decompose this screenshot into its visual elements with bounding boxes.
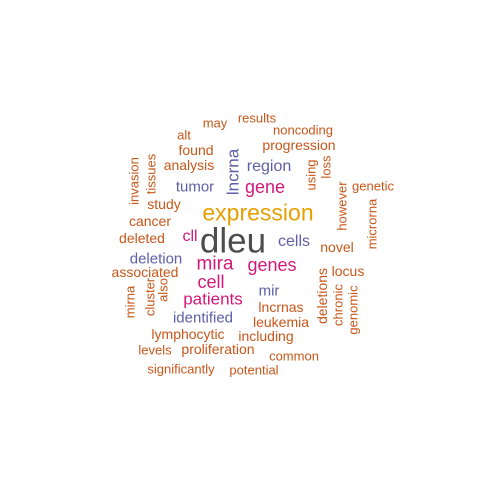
word-genes: genes	[247, 255, 297, 275]
word-cll: cll	[182, 228, 198, 245]
word-patients: patients	[183, 289, 243, 309]
word-chronic: chronic	[330, 284, 346, 326]
word-cancer: cancer	[128, 213, 172, 229]
word-mir: mir	[258, 282, 280, 300]
word-levels: levels	[138, 342, 172, 358]
word-associated: associated	[111, 264, 179, 280]
word-including: including	[238, 328, 294, 344]
word-may: may	[202, 115, 228, 131]
word-dleu: dleu	[199, 221, 267, 261]
word-genetic: genetic	[352, 178, 394, 194]
word-noncoding: noncoding	[273, 122, 333, 138]
word-region: region	[246, 158, 292, 175]
word-also: also	[155, 278, 171, 302]
word-loss: loss	[318, 155, 334, 179]
word-gene: gene	[244, 177, 286, 197]
word-deletions: deletions	[314, 267, 330, 325]
word-lncrnas: lncrnas	[258, 299, 304, 315]
word-deleted: deleted	[119, 230, 165, 246]
word-tumor: tumor	[175, 178, 215, 196]
word-mira: mira	[196, 253, 234, 275]
word-genomic: genomic	[345, 285, 361, 335]
word-deletion: deletion	[129, 250, 183, 268]
word-cell: cell	[197, 272, 225, 292]
word-locus: locus	[331, 263, 365, 279]
word-study: study	[147, 196, 181, 212]
word-expression: expression	[202, 199, 314, 226]
word-progression: progression	[262, 137, 336, 153]
word-identified: identified	[172, 309, 234, 327]
word-alt: alt	[177, 127, 191, 143]
word-microrna: microrna	[364, 198, 380, 250]
word-common: common	[269, 348, 319, 364]
word-proliferation: proliferation	[181, 341, 255, 357]
word-lncrna: lncrna	[223, 148, 243, 196]
word-using: using	[303, 159, 319, 191]
word-significantly: significantly	[147, 361, 215, 377]
word-mirna: mirna	[122, 285, 138, 319]
word-tissues: tissues	[143, 153, 159, 195]
word-potential: potential	[229, 362, 279, 378]
word-however: however	[334, 181, 350, 231]
word-analysis: analysis	[163, 157, 215, 173]
word-novel: novel	[320, 239, 354, 255]
word-results: results	[237, 110, 277, 126]
word-leukemia: leukemia	[252, 314, 310, 330]
word-found: found	[178, 142, 214, 158]
word-invasion: invasion	[126, 157, 142, 205]
word-lymphocytic: lymphocytic	[151, 326, 225, 342]
word-cells: cells	[277, 233, 311, 250]
